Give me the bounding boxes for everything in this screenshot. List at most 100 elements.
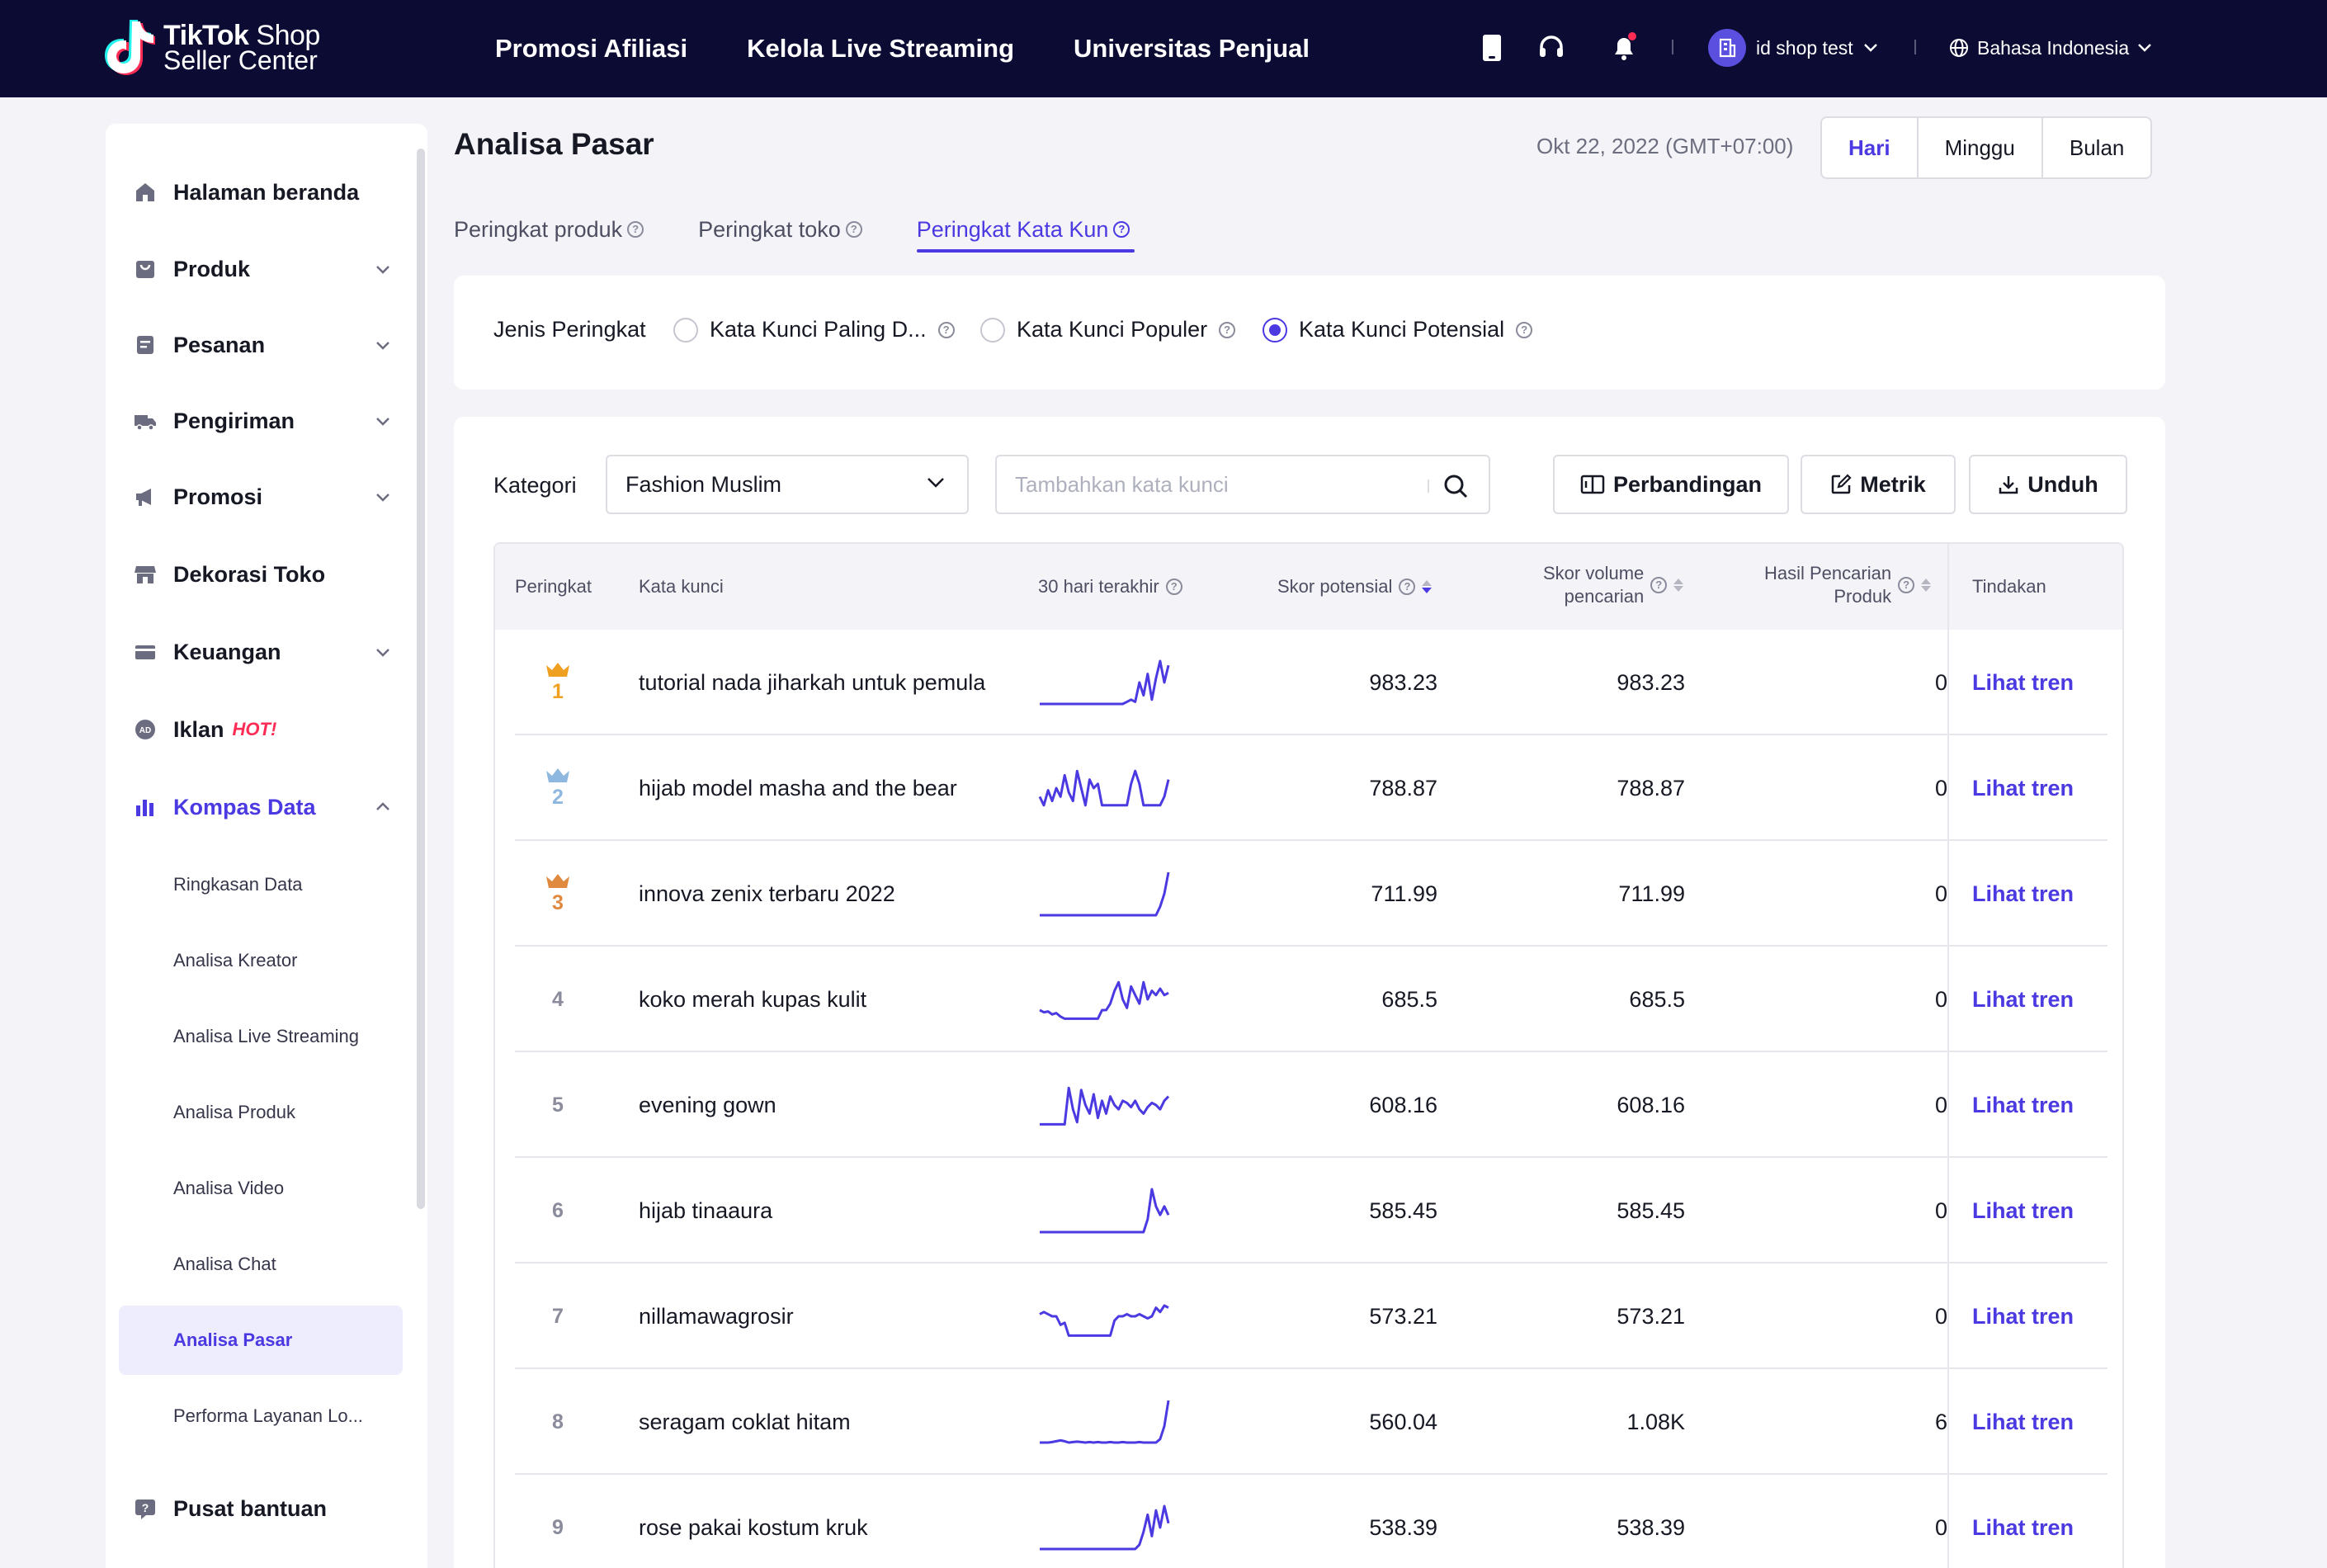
view-trend-link[interactable]: Lihat tren [1972,1092,2074,1117]
category-select[interactable]: Fashion Muslim [606,455,969,514]
sidebar-item-pusat-bantuan[interactable]: ? Pusat bantuan [134,1484,406,1533]
sort-icon[interactable] [1921,579,1932,592]
sidebar-scrollbar[interactable] [417,149,425,1209]
search-volume-cell: 1.08K [1626,1409,1685,1434]
sidebar-sub-analisa-pasar[interactable]: Analisa Pasar [119,1306,403,1375]
search-icon[interactable] [1442,473,1469,499]
sidebar-item-keuangan[interactable]: Keuangan [134,627,406,677]
sidebar-sub-performa-layanan[interactable]: Performa Layanan Lo... [173,1405,363,1426]
view-trend-link[interactable]: Lihat tren [1972,1409,2074,1434]
chevron-down-icon [376,494,389,502]
rank-number: 6 [552,1198,564,1222]
nav-promosi-afiliasi[interactable]: Promosi Afiliasi [495,34,688,63]
th-results-text: Hasil Pencarian Produk [1764,562,1891,608]
sidebar-sub-analisa-produk[interactable]: Analisa Produk [173,1102,295,1122]
tab-peringkat-kata-kunci[interactable]: Peringkat Kata Kun? [916,208,1135,253]
bell-icon[interactable] [1607,31,1640,64]
sidebar-sub-analisa-kreator[interactable]: Analisa Kreator [173,950,298,971]
tab-peringkat-toko[interactable]: Peringkat toko? [698,208,862,251]
chevron-down-icon [2138,44,2152,52]
sidebar-item-produk[interactable]: Produk [134,244,406,294]
potential-score-cell: 711.99 [1371,881,1437,906]
radio-kata-kunci-paling-dicari[interactable]: Kata Kunci Paling D...? [673,317,955,342]
view-trend-link[interactable]: Lihat tren [1972,1303,2074,1329]
download-icon [1999,476,2018,494]
sidebar-sub-analisa-chat[interactable]: Analisa Chat [173,1254,276,1274]
sort-icon[interactable] [1422,580,1433,593]
search-volume-cell: 608.16 [1617,1092,1685,1117]
tab-peringkat-produk[interactable]: Peringkat produk? [454,208,644,251]
sidebar-sub-ringkasan-data[interactable]: Ringkasan Data [173,874,303,895]
table-row: 8 seragam coklat hitam 560.04 1.08K 6 Lihat t… [515,1369,2108,1475]
rank-number: 3 [552,890,564,914]
rank-cell: 8 [515,1369,601,1475]
crown-icon [546,873,569,888]
metric-button[interactable]: Metrik [1801,455,1956,514]
keyword-table-card: Kategori Fashion Muslim Perbandingan Met… [454,417,2165,1568]
nav-kelola-live-streaming[interactable]: Kelola Live Streaming [747,34,1015,63]
view-trend-link[interactable]: Lihat tren [1972,669,2074,695]
sparkline-chart [1040,1086,1170,1126]
sparkline-line [1040,659,1170,706]
chevron-down-icon [376,342,389,350]
chevron-down-icon [1863,44,1877,52]
sidebar-item-promosi[interactable]: Promosi [134,472,406,522]
logo[interactable]: TikTok Shop Seller Center [104,18,320,78]
nav-universitas-penjual[interactable]: Universitas Penjual [1074,34,1310,63]
th-potential-score[interactable]: Skor potensial? [1277,575,1433,598]
account-menu[interactable]: id shop test [1708,28,1878,68]
sidebar-item-kompas-data[interactable]: Kompas Data [134,782,406,832]
search-volume-cell: 711.99 [1618,881,1685,906]
sidebar: Halaman beranda Produk Pesanan Pengirima… [106,124,427,1568]
th-search-volume[interactable]: Skor volume pencarian ? [1543,562,1684,608]
view-trend-link[interactable]: Lihat tren [1972,881,2074,906]
sidebar-item-label: Pesanan [173,332,266,357]
product-results-cell: 0 [1934,881,1947,906]
search-volume-cell: 983.23 [1617,669,1685,695]
potential-score-cell: 983.23 [1369,669,1437,695]
shop-avatar-icon [1708,29,1746,67]
period-minggu[interactable]: Minggu [1916,118,2041,177]
trend-sparkline [1038,1158,1170,1263]
logo-shop: Shop [256,20,320,51]
rank-type-label: Jenis Peringkat [493,317,646,342]
sidebar-item-pesanan[interactable]: Pesanan [134,320,406,370]
sort-icon[interactable] [1673,579,1684,592]
sidebar-sub-analisa-video[interactable]: Analisa Video [173,1178,285,1198]
tiktok-note-icon [104,18,156,78]
view-trend-link[interactable]: Lihat tren [1972,1197,2074,1223]
headset-icon[interactable] [1535,31,1568,64]
help-icon: ? [1165,579,1182,595]
table-row: 2 hijab model masha and the bear 788.87 788… [515,735,2108,841]
view-trend-link[interactable]: Lihat tren [1972,986,2074,1012]
search-input[interactable] [1015,470,1411,499]
mobile-icon[interactable] [1475,31,1508,64]
sparkline-chart [1039,980,1169,1020]
radio-dot [673,317,698,342]
sparkline-line [1040,871,1170,917]
radio-kata-kunci-populer[interactable]: Kata Kunci Populer? [980,317,1236,342]
period-bulan[interactable]: Bulan [2041,118,2150,177]
download-label: Unduh [2027,471,2098,497]
sparkline-line [1039,1304,1169,1337]
compare-button[interactable]: Perbandingan [1553,455,1789,514]
th-product-results[interactable]: Hasil Pencarian Produk ? [1764,562,1932,608]
sidebar-item-iklan[interactable]: AD Iklan HOT! [134,705,406,754]
view-trend-link[interactable]: Lihat tren [1972,1514,2074,1540]
language-selector[interactable]: Bahasa Indonesia [1949,28,2152,68]
rank-number: 2 [552,785,564,809]
download-button[interactable]: Unduh [1969,455,2127,514]
rank-type-card: Jenis Peringkat Kata Kunci Paling D...? … [454,276,2165,390]
period-hari[interactable]: Hari [1848,135,1890,160]
ad-icon: AD [134,718,157,741]
sidebar-item-pengiriman[interactable]: Pengiriman [134,396,406,446]
sidebar-item-dekorasi-toko[interactable]: Dekorasi Toko [134,550,406,599]
rank-number: 8 [552,1410,564,1433]
radio-kata-kunci-potensial[interactable]: Kata Kunci Potensial? [1263,317,1533,342]
sparkline-chart [1039,1304,1169,1337]
sidebar-item-halaman-beranda[interactable]: Halaman beranda [134,168,406,217]
category-label: Kategori [493,473,577,498]
rank-number: 4 [552,987,564,1011]
sidebar-sub-analisa-live-streaming[interactable]: Analisa Live Streaming [173,1026,360,1046]
view-trend-link[interactable]: Lihat tren [1972,775,2074,801]
